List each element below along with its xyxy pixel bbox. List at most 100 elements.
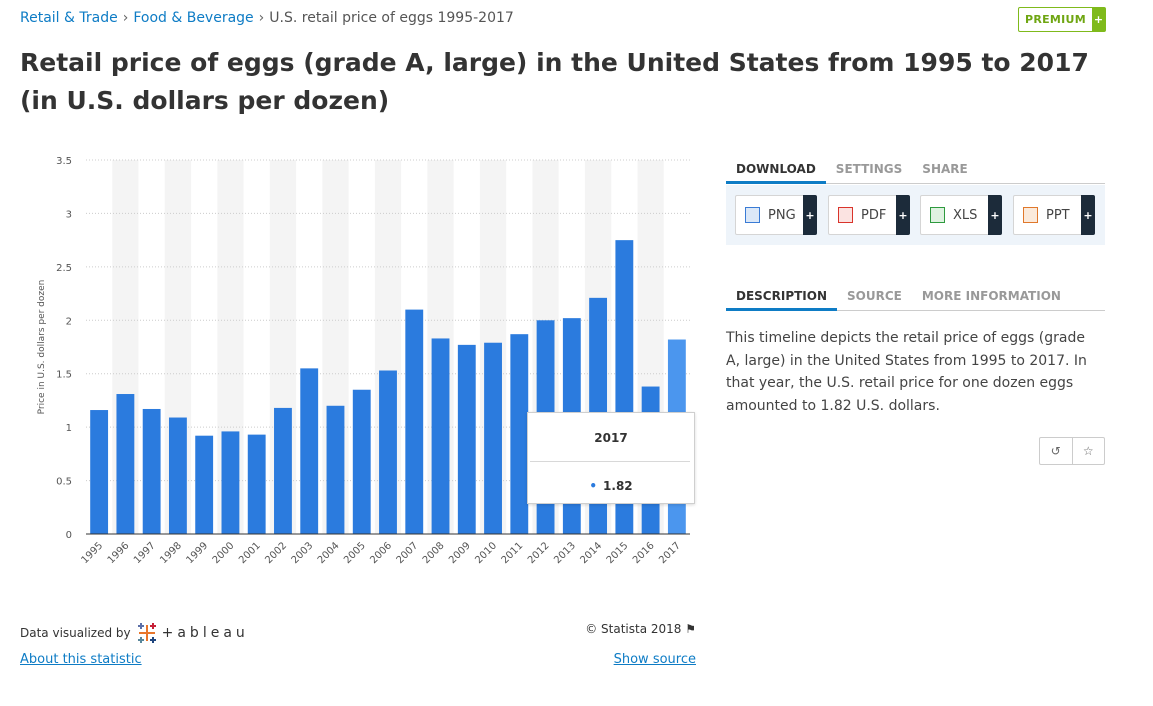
tableau-logo-icon bbox=[137, 623, 156, 643]
premium-label: PREMIUM bbox=[1024, 13, 1087, 26]
data-visualized-by: Data visualized by +ableau bbox=[20, 622, 249, 644]
bar-1995 bbox=[90, 410, 109, 534]
bar-chart: 0 0.5 1 1.5 2 2.5 3 3.5 1995 1996 1997 1998 1999 2000… bbox=[37, 156, 690, 566]
x-tick-label: 2002 bbox=[263, 540, 289, 566]
copyright: © Statista 2018 ⚑ bbox=[585, 622, 696, 636]
tab-download[interactable]: DOWNLOAD bbox=[726, 156, 826, 184]
bar-2002 bbox=[274, 407, 292, 534]
x-tick-label: 2016 bbox=[631, 540, 657, 566]
bar-2004 bbox=[326, 405, 345, 534]
about-statistic-link[interactable]: About this statistic bbox=[20, 652, 142, 667]
tooltip-divider bbox=[530, 461, 690, 462]
bar-2003 bbox=[300, 368, 319, 534]
x-tick-label: 2003 bbox=[290, 540, 316, 566]
x-tick-label: 2007 bbox=[395, 540, 421, 566]
download-png-button[interactable]: PNG + bbox=[735, 195, 817, 235]
x-tick-label: 2013 bbox=[552, 540, 578, 566]
tooltip-value: 1.82 bbox=[603, 479, 633, 493]
y-tick-label: 1 bbox=[66, 423, 72, 434]
bar-2005 bbox=[352, 389, 371, 534]
download-panel: PNG + PDF + XLS + PPT + bbox=[726, 185, 1105, 245]
copyright-text: © Statista 2018 bbox=[585, 622, 682, 636]
xls-file-icon bbox=[930, 207, 945, 223]
y-tick-label: 2 bbox=[66, 316, 72, 327]
pdf-file-icon bbox=[838, 207, 853, 223]
y-tick-label: 3.5 bbox=[56, 156, 72, 167]
tab-share[interactable]: SHARE bbox=[922, 162, 968, 176]
breadcrumb: Retail & Trade › Food & Beverage › U.S. reta… bbox=[20, 10, 514, 26]
x-tick-label: 2000 bbox=[211, 540, 237, 566]
y-tick-label: 1.5 bbox=[56, 370, 72, 381]
x-tick-label: 1996 bbox=[106, 540, 132, 566]
breadcrumb-separator: › bbox=[122, 10, 129, 26]
x-tick-label: 2001 bbox=[237, 540, 263, 566]
y-tick-label: 3 bbox=[66, 209, 72, 220]
export-tabs: DOWNLOAD SETTINGS SHARE bbox=[726, 156, 1105, 184]
y-axis-label: Price in U.S. dollars per dozen bbox=[37, 280, 47, 415]
bar-1999 bbox=[195, 435, 214, 534]
breadcrumb-link-retail-trade[interactable]: Retail & Trade bbox=[20, 10, 118, 26]
x-tick-label: 2004 bbox=[316, 540, 342, 566]
x-tick-label: 2015 bbox=[605, 540, 631, 566]
chart-tooltip: 2017 • 1.82 bbox=[527, 412, 695, 504]
tab-description[interactable]: DESCRIPTION bbox=[726, 283, 838, 311]
download-xls-button[interactable]: XLS + bbox=[920, 195, 1002, 235]
x-tick-label: 1999 bbox=[185, 540, 211, 566]
x-tick-label: 1995 bbox=[79, 540, 105, 566]
breadcrumb-link-food-beverage[interactable]: Food & Beverage bbox=[133, 10, 254, 26]
bar-2006 bbox=[379, 370, 397, 534]
y-tick-label: 0.5 bbox=[56, 477, 72, 488]
bar-2008 bbox=[431, 338, 450, 534]
y-tick-label: 2.5 bbox=[56, 263, 72, 274]
bar-2001 bbox=[247, 434, 266, 534]
info-tabs: DESCRIPTION SOURCE MORE INFORMATION bbox=[726, 283, 1105, 311]
breadcrumb-separator: › bbox=[258, 10, 265, 26]
x-tick-label: 2017 bbox=[657, 540, 683, 566]
download-png-label: PNG bbox=[768, 207, 796, 223]
download-pdf-button[interactable]: PDF + bbox=[828, 195, 910, 235]
bar-1998 bbox=[168, 417, 187, 534]
chart-credits: Data visualized by +ableau © Statista 20… bbox=[20, 618, 696, 678]
x-tick-label: 1998 bbox=[158, 540, 184, 566]
flag-icon[interactable]: ⚑ bbox=[685, 622, 696, 636]
plus-icon: + bbox=[896, 195, 910, 235]
show-source-link[interactable]: Show source bbox=[613, 652, 696, 667]
bar-2011 bbox=[510, 334, 529, 534]
bar-2000 bbox=[221, 431, 240, 534]
plus-icon: + bbox=[1081, 195, 1095, 235]
premium-button[interactable]: PREMIUM + bbox=[1018, 7, 1106, 32]
x-tick-label: 2005 bbox=[342, 540, 368, 566]
action-buttons: ↺ ☆ bbox=[1039, 437, 1105, 465]
x-tick-label: 2006 bbox=[368, 540, 394, 566]
download-pdf-label: PDF bbox=[861, 207, 887, 223]
png-file-icon bbox=[745, 207, 760, 223]
tableau-wordmark: +ableau bbox=[161, 625, 249, 641]
chart-area: 0 0.5 1 1.5 2 2.5 3 3.5 1995 1996 1997 1998 1999 2000… bbox=[20, 148, 700, 588]
ppt-file-icon bbox=[1023, 207, 1038, 223]
star-icon[interactable]: ☆ bbox=[1071, 438, 1105, 464]
plus-icon: + bbox=[1092, 8, 1105, 31]
plus-icon: + bbox=[803, 195, 817, 235]
tab-more-information[interactable]: MORE INFORMATION bbox=[921, 289, 1061, 303]
statistic-description: This timeline depicts the retail price o… bbox=[726, 330, 1087, 414]
page-title: Retail price of eggs (grade A, large) in… bbox=[20, 48, 1089, 115]
data-visualized-label: Data visualized by bbox=[20, 626, 131, 640]
tab-settings[interactable]: SETTINGS bbox=[835, 162, 903, 176]
x-tick-label: 2010 bbox=[473, 540, 499, 566]
bar-2007 bbox=[405, 309, 424, 534]
reset-icon[interactable]: ↺ bbox=[1050, 444, 1061, 458]
download-ppt-button[interactable]: PPT + bbox=[1013, 195, 1095, 235]
tooltip-value-row: • 1.82 bbox=[528, 479, 694, 493]
download-xls-label: XLS bbox=[953, 207, 978, 223]
download-ppt-label: PPT bbox=[1046, 207, 1070, 223]
bar-2010 bbox=[484, 342, 502, 534]
series-dot-icon: • bbox=[589, 479, 598, 493]
plus-icon: + bbox=[988, 195, 1002, 235]
tooltip-year: 2017 bbox=[594, 431, 628, 445]
bar-1997 bbox=[142, 408, 161, 534]
x-tick-label: 2012 bbox=[526, 540, 552, 566]
y-tick-label: 0 bbox=[66, 530, 72, 541]
tab-source[interactable]: SOURCE bbox=[847, 289, 902, 303]
bar-1996 bbox=[116, 394, 135, 534]
x-tick-label: 2008 bbox=[421, 540, 447, 566]
